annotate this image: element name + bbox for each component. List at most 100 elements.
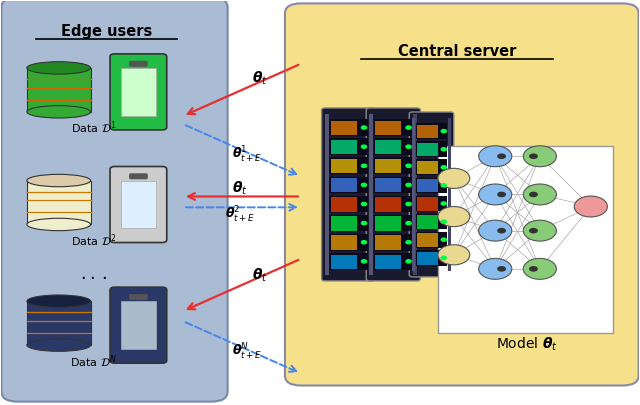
Circle shape: [362, 202, 367, 206]
Bar: [329, 158, 368, 174]
Bar: [27, 68, 91, 112]
Bar: [121, 301, 156, 349]
Circle shape: [406, 222, 411, 225]
Bar: [324, 114, 328, 275]
Circle shape: [441, 130, 446, 133]
Bar: [375, 121, 401, 135]
Bar: [447, 118, 451, 271]
Bar: [374, 234, 413, 251]
Bar: [416, 250, 447, 266]
Circle shape: [529, 192, 538, 197]
Circle shape: [479, 184, 512, 205]
Bar: [417, 233, 438, 247]
Bar: [329, 234, 368, 251]
Circle shape: [362, 241, 367, 244]
Circle shape: [497, 266, 506, 272]
Bar: [416, 196, 447, 211]
Bar: [330, 121, 356, 135]
Text: $\cdot\cdot\cdot$: $\cdot\cdot\cdot$: [80, 268, 108, 286]
Circle shape: [497, 192, 506, 197]
Bar: [416, 160, 447, 175]
FancyBboxPatch shape: [129, 174, 147, 179]
FancyBboxPatch shape: [110, 166, 167, 243]
Circle shape: [362, 145, 367, 148]
Ellipse shape: [27, 218, 91, 231]
Text: Edge users: Edge users: [61, 24, 152, 39]
FancyBboxPatch shape: [110, 287, 167, 363]
Circle shape: [441, 202, 446, 205]
Bar: [417, 197, 438, 211]
Bar: [416, 214, 447, 230]
Text: $\boldsymbol{\theta}_t$: $\boldsymbol{\theta}_t$: [252, 267, 268, 284]
FancyBboxPatch shape: [366, 108, 420, 281]
FancyBboxPatch shape: [1, 0, 228, 402]
Bar: [375, 140, 401, 154]
Bar: [329, 139, 368, 155]
Ellipse shape: [27, 106, 91, 118]
Bar: [374, 139, 413, 155]
Circle shape: [529, 228, 538, 233]
FancyBboxPatch shape: [110, 54, 167, 130]
Bar: [329, 177, 368, 193]
Bar: [375, 159, 401, 173]
Bar: [374, 253, 413, 270]
Bar: [416, 141, 447, 157]
Circle shape: [438, 245, 470, 265]
Circle shape: [441, 166, 446, 169]
Circle shape: [406, 126, 411, 129]
Circle shape: [497, 153, 506, 159]
Bar: [416, 123, 447, 139]
FancyBboxPatch shape: [409, 112, 454, 277]
Ellipse shape: [27, 295, 91, 307]
Text: $\boldsymbol{\theta}^1_{t+E}$: $\boldsymbol{\theta}^1_{t+E}$: [232, 145, 262, 165]
Bar: [417, 215, 438, 229]
Bar: [375, 178, 401, 192]
Text: Central server: Central server: [398, 44, 516, 59]
Text: $\boldsymbol{\theta}_t$: $\boldsymbol{\theta}_t$: [232, 180, 248, 197]
Bar: [121, 68, 156, 116]
Bar: [329, 119, 368, 136]
Circle shape: [438, 207, 470, 227]
Bar: [417, 179, 438, 192]
Bar: [417, 252, 438, 265]
Bar: [369, 114, 373, 275]
Circle shape: [362, 164, 367, 167]
Circle shape: [362, 260, 367, 263]
Circle shape: [479, 220, 512, 241]
Circle shape: [406, 164, 411, 167]
Circle shape: [524, 184, 556, 205]
Circle shape: [406, 241, 411, 244]
FancyBboxPatch shape: [129, 294, 147, 300]
Text: Data $\mathcal{D}^1$: Data $\mathcal{D}^1$: [71, 120, 116, 136]
Bar: [374, 119, 413, 136]
Text: $\boldsymbol{\theta}^2_{t+E}$: $\boldsymbol{\theta}^2_{t+E}$: [225, 205, 255, 226]
Circle shape: [529, 266, 538, 272]
Bar: [330, 140, 356, 154]
Circle shape: [441, 238, 446, 241]
FancyBboxPatch shape: [285, 3, 639, 386]
Circle shape: [406, 145, 411, 148]
Ellipse shape: [27, 339, 91, 351]
Bar: [413, 114, 417, 275]
Circle shape: [524, 220, 556, 241]
Circle shape: [479, 146, 512, 167]
FancyBboxPatch shape: [129, 61, 147, 66]
Circle shape: [438, 168, 470, 188]
Circle shape: [406, 183, 411, 187]
Bar: [417, 161, 438, 174]
Circle shape: [406, 202, 411, 206]
Circle shape: [497, 228, 506, 233]
Bar: [417, 125, 438, 138]
FancyBboxPatch shape: [321, 108, 376, 281]
Circle shape: [362, 222, 367, 225]
Circle shape: [479, 258, 512, 279]
Circle shape: [441, 256, 446, 260]
Circle shape: [441, 220, 446, 223]
Circle shape: [529, 153, 538, 159]
Bar: [375, 197, 401, 211]
Circle shape: [574, 196, 607, 217]
Circle shape: [441, 147, 446, 151]
Circle shape: [406, 260, 411, 263]
Bar: [438, 146, 613, 333]
Circle shape: [362, 126, 367, 129]
